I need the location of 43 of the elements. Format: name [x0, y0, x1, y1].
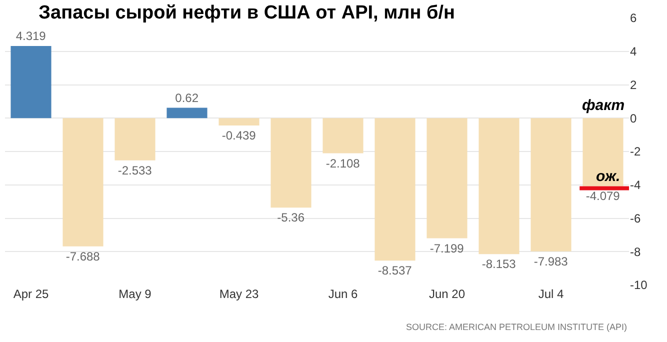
data-label: -7.199 [430, 241, 464, 256]
data-label: -8.537 [378, 264, 412, 278]
y-tick-label: 2 [630, 78, 637, 92]
bar [322, 118, 364, 154]
data-label: 0.62 [175, 90, 199, 105]
data-label: -4.079 [586, 189, 620, 204]
data-label: -0.439 [222, 128, 256, 142]
bar [270, 118, 312, 208]
y-tick-label: 0 [630, 111, 637, 126]
bar [10, 46, 52, 118]
y-tick-label: 6 [630, 11, 637, 26]
ref-line-label: ож. [596, 168, 620, 185]
y-tick-label: -10 [630, 278, 648, 292]
bar [478, 118, 520, 254]
x-tick-label: May 23 [219, 287, 259, 301]
source-note: SOURCE: AMERICAN PETROLEUM INSTITUTE (API) [406, 322, 628, 332]
x-tick-label: Jun 6 [328, 287, 358, 301]
bar [62, 118, 104, 246]
data-label: 4.319 [16, 29, 46, 44]
x-tick-label: Apr 25 [13, 287, 49, 301]
bar [582, 118, 624, 186]
bar [426, 118, 468, 238]
data-label: -7.688 [66, 249, 100, 264]
y-tick-label: -8 [630, 244, 641, 259]
data-label: -2.533 [118, 163, 152, 178]
data-label: -8.153 [482, 257, 516, 272]
x-tick-label: Jul 4 [538, 287, 564, 301]
bar [166, 108, 208, 118]
bar [218, 118, 260, 126]
chart-title: Запасы сырой нефти в США от API, млн б/н [38, 2, 455, 24]
y-tick-label: -2 [630, 144, 641, 159]
y-tick-label: -6 [630, 211, 641, 226]
bar [114, 118, 156, 160]
y-tick-label: 4 [630, 44, 637, 59]
data-label: -7.983 [534, 254, 568, 268]
y-tick-label: -4 [630, 178, 641, 192]
x-tick-label: May 9 [118, 287, 152, 301]
bar [530, 118, 572, 252]
data-label: -2.108 [326, 156, 360, 170]
data-label: -5.36 [277, 210, 305, 225]
bar [374, 118, 416, 261]
annotation: факт [582, 97, 625, 114]
x-tick-label: Jun 20 [428, 287, 466, 301]
